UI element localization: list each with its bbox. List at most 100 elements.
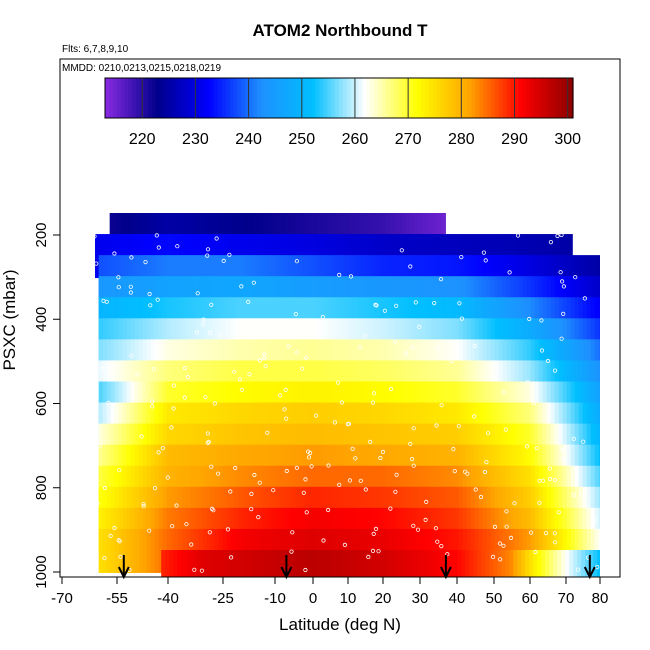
heatmap-cell — [385, 550, 390, 577]
data-point-marker — [321, 538, 326, 543]
heatmap-cell — [573, 550, 578, 577]
data-point-marker — [581, 439, 586, 444]
data-point-marker — [205, 440, 210, 445]
heatmap-cell — [429, 550, 434, 577]
colorbar-segment — [475, 78, 480, 118]
data-point-marker — [182, 395, 187, 400]
data-point-marker — [286, 344, 291, 349]
colorbar-segment — [151, 78, 157, 118]
data-point-marker — [424, 499, 429, 504]
data-point-marker — [232, 369, 237, 374]
colorbar-segment — [401, 78, 406, 118]
colorbar-segment — [186, 78, 192, 118]
heatmap-cell — [357, 550, 362, 577]
data-point-marker — [294, 350, 300, 355]
data-point-marker — [205, 431, 210, 436]
data-point-marker — [501, 390, 506, 395]
heatmap-cell — [95, 234, 100, 279]
heatmap-cell — [461, 550, 466, 577]
data-point-marker — [370, 548, 376, 554]
data-point-marker — [403, 351, 409, 356]
x-tick-label: 80 — [592, 590, 609, 607]
x-tick-label: 60 — [522, 590, 539, 607]
data-point-marker — [370, 400, 376, 405]
heatmap-cell — [277, 550, 282, 577]
data-point-marker — [284, 468, 289, 474]
heatmap-cell — [393, 550, 398, 577]
data-point-marker — [388, 506, 393, 511]
data-point-marker — [209, 506, 215, 511]
data-point-marker — [376, 549, 381, 554]
heatmap-cell — [489, 550, 494, 577]
heatmap-cell — [285, 550, 290, 577]
data-point-marker — [217, 333, 222, 338]
colorbar-segment — [397, 78, 402, 118]
heatmap-cell — [269, 550, 274, 577]
heatmap-cell — [325, 550, 330, 577]
heatmap-cell — [457, 550, 462, 577]
heatmap-cell — [205, 550, 210, 577]
colorbar-segment — [296, 78, 301, 118]
data-point-marker — [371, 391, 377, 396]
heatmap-cell — [493, 550, 498, 577]
data-point-marker — [147, 528, 152, 533]
heatmap-cell — [517, 550, 522, 577]
heatmap-cell — [589, 550, 594, 577]
colorbar-segment — [272, 78, 278, 118]
data-point-marker — [309, 464, 314, 469]
data-point-marker — [112, 525, 117, 531]
colorbar-segment — [534, 78, 539, 118]
data-point-marker — [462, 469, 468, 474]
data-point-marker — [347, 478, 352, 483]
colorbar-segment — [452, 78, 457, 118]
heatmap-cell — [525, 550, 530, 577]
data-point-marker — [239, 387, 244, 392]
heatmap-cell — [237, 550, 242, 577]
data-point-marker — [451, 446, 456, 452]
data-point-marker — [492, 524, 498, 530]
colorbar-tick-label: 260 — [342, 131, 369, 148]
heatmap-cell — [417, 550, 422, 577]
colorbar-segment — [448, 78, 453, 118]
data-point-marker — [170, 524, 175, 529]
colorbar-segment — [292, 78, 297, 118]
data-point-marker — [582, 296, 588, 301]
data-point-marker — [583, 489, 588, 494]
colorbar-segment — [432, 78, 438, 118]
heatmap-cell — [581, 550, 586, 577]
plot-frame — [59, 58, 621, 578]
data-point-marker — [195, 291, 200, 296]
data-point-marker — [497, 541, 502, 546]
colorbar-segment — [179, 78, 184, 118]
heatmap-cell — [301, 550, 306, 577]
colorbar-segment — [522, 78, 527, 118]
colorbar-segment — [112, 78, 118, 118]
colorbar-segment — [245, 78, 250, 118]
colorbar-segment — [444, 78, 449, 118]
data-point-marker — [531, 400, 537, 406]
data-point-marker — [208, 330, 213, 336]
colorbar-segment — [116, 78, 122, 118]
heatmap-cell — [130, 528, 136, 573]
heatmap-cell — [413, 550, 418, 577]
heatmap-cell — [165, 550, 170, 577]
data-point-marker — [203, 394, 208, 400]
data-point-marker — [561, 311, 566, 316]
data-point-marker — [262, 352, 267, 357]
heatmap-cell — [321, 550, 326, 577]
heatmap-cell — [229, 550, 234, 577]
data-point-marker — [515, 233, 521, 238]
data-point-marker — [294, 465, 299, 470]
heatmap-cell — [425, 550, 430, 577]
data-point-marker — [345, 422, 350, 427]
heatmap-cell — [253, 550, 258, 577]
colorbar-segment — [495, 78, 500, 118]
heatmap-cell — [349, 550, 354, 577]
colorbar-segment — [303, 78, 309, 118]
colorbar-segment — [428, 78, 434, 118]
data-point-marker — [592, 517, 597, 522]
colorbar-tick-label: 300 — [554, 131, 581, 148]
colorbar-segment — [268, 78, 274, 118]
colorbar-segment — [225, 78, 231, 118]
data-point-marker — [129, 353, 134, 358]
